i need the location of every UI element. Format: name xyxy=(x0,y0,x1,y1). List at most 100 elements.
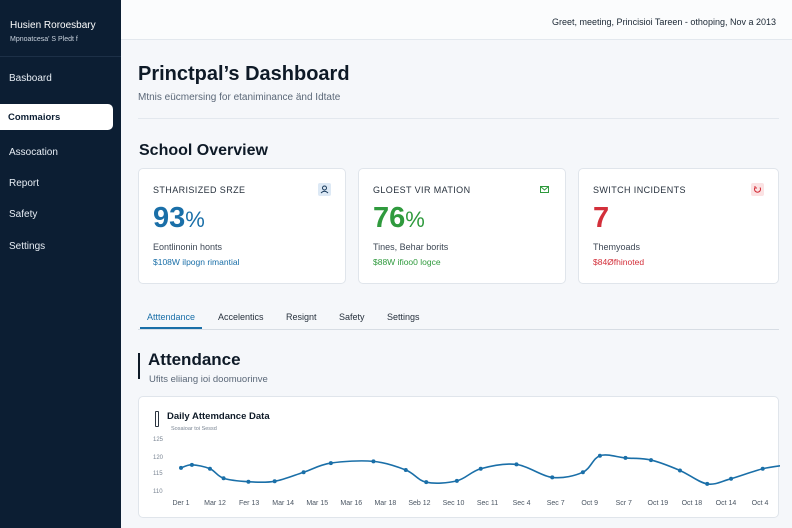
data-point[interactable] xyxy=(550,475,555,480)
data-point[interactable] xyxy=(403,468,408,473)
page-title: Princtpal’s Dashboard xyxy=(138,63,350,85)
header-divider xyxy=(138,118,779,119)
attendance-title: Attendance xyxy=(148,350,241,369)
sidebar-item-communications[interactable]: Commaiors xyxy=(0,104,113,130)
data-point[interactable] xyxy=(328,461,333,466)
data-point[interactable] xyxy=(301,470,306,475)
x-tick-label: Mar 15 xyxy=(306,500,328,507)
x-tick-label: Sec 11 xyxy=(477,500,498,507)
card-value-number: 76 xyxy=(373,202,406,234)
brand-name: Husien Roroesbary xyxy=(10,20,96,31)
data-point[interactable] xyxy=(207,466,212,471)
tab-attendance[interactable]: Atttendance xyxy=(147,312,196,322)
metric-card-standardized: STHARISIZED SRZE 93% Eontlinonin honts $… xyxy=(138,168,346,284)
tab-academics[interactable]: Accelentics xyxy=(218,312,264,322)
card-value: 7 xyxy=(593,202,609,235)
chart-subtitle: Sosaioar toi Sessd xyxy=(171,426,217,432)
attendance-line-chart: 125 120 115 110 Der 1 Mar 12 Fer 13 Mar 14 Mar 1… xyxy=(153,437,780,507)
x-tick-label: Mar 14 xyxy=(272,500,294,507)
sidebar-item-association[interactable]: Assocation xyxy=(9,147,58,158)
metric-card-information: GLOEST VIR MATION 76% Tines, Behar borit… xyxy=(358,168,566,284)
y-tick-label: 110 xyxy=(153,489,163,495)
data-point[interactable] xyxy=(514,462,519,467)
x-tick-label: Mar 16 xyxy=(340,500,362,507)
tab-safety[interactable]: Safety xyxy=(339,312,365,322)
card-value-unit: % xyxy=(185,207,205,232)
x-tick-label: Seb 12 xyxy=(408,500,430,507)
card-description: Eontlinonin honts xyxy=(153,242,223,252)
data-point[interactable] xyxy=(760,466,765,471)
x-tick-label: Sec 10 xyxy=(443,500,465,507)
card-value: 76% xyxy=(373,202,425,235)
chart-title: Daily Attemdance Data xyxy=(167,411,270,422)
page-subtitle: Mtnis eücmersing for etaniminance änd Id… xyxy=(138,92,341,103)
data-point[interactable] xyxy=(246,479,251,484)
data-point[interactable] xyxy=(371,459,376,464)
data-point[interactable] xyxy=(454,478,459,483)
data-point[interactable] xyxy=(649,458,654,463)
data-point[interactable] xyxy=(478,466,483,471)
topbar: Greet, meeting, Princisioi Tareen - otho… xyxy=(121,0,792,40)
tab-settings[interactable]: Settings xyxy=(387,312,420,322)
x-tick-label: Scr 7 xyxy=(616,500,632,507)
x-tick-label: Fer 13 xyxy=(239,500,259,507)
person-icon xyxy=(318,183,331,196)
chart-marker-icon xyxy=(155,411,159,427)
active-tab-indicator xyxy=(140,327,202,329)
data-point[interactable] xyxy=(623,455,628,460)
x-tick-label: Mar 12 xyxy=(204,500,226,507)
attendance-chart-card: Daily Attemdance Data Sosaioar toi Sessd… xyxy=(138,396,780,518)
sidebar-item-report[interactable]: Report xyxy=(9,178,40,189)
data-point[interactable] xyxy=(424,480,429,485)
data-point[interactable] xyxy=(221,476,226,481)
card-label: SWITCH INCIDENTS xyxy=(593,185,686,195)
y-tick-label: 120 xyxy=(153,455,164,461)
greeting-text: Greet, meeting, Princisioi Tareen - otho… xyxy=(552,17,776,27)
tab-resignt[interactable]: Resignt xyxy=(286,312,317,322)
section-accent-bar xyxy=(138,353,140,379)
y-tick-label: 125 xyxy=(153,437,164,443)
x-tick-label: Der 1 xyxy=(172,500,189,507)
x-tick-label: Oct 18 xyxy=(682,500,703,507)
card-note: $88W ifioo0 logce xyxy=(373,257,441,267)
card-label: STHARISIZED SRZE xyxy=(153,185,246,195)
data-point[interactable] xyxy=(677,468,682,473)
data-point[interactable] xyxy=(705,481,710,486)
card-value-number: 93 xyxy=(153,202,186,234)
data-point[interactable] xyxy=(580,470,585,475)
x-tick-label: Mar 18 xyxy=(374,500,396,507)
card-note: $108W ilpogn rimantial xyxy=(153,257,240,267)
data-point[interactable] xyxy=(597,453,602,458)
x-tick-label: Oct 9 xyxy=(581,500,598,507)
x-tick-label: Oct 4 xyxy=(752,500,769,507)
series-line xyxy=(180,454,780,485)
data-point[interactable] xyxy=(179,465,183,470)
alert-icon xyxy=(751,183,764,196)
y-tick-label: 115 xyxy=(153,471,163,477)
x-tick-label: Oct 14 xyxy=(716,500,737,507)
brand: Husien Roroesbary Mpnoatcesa' S Pledt f xyxy=(0,0,121,57)
sidebar-item-dashboard[interactable]: Basboard xyxy=(9,73,52,84)
x-tick-label: Oct 19 xyxy=(648,500,669,507)
card-description: Themyoads xyxy=(593,242,641,252)
x-tick-label: Sec 4 xyxy=(513,500,531,507)
card-value: 93% xyxy=(153,202,205,235)
metric-card-incidents: SWITCH INCIDENTS 7 Themyoads $84Øfhinote… xyxy=(578,168,779,284)
sidebar-item-settings[interactable]: Settings xyxy=(9,241,46,252)
card-label: GLOEST VIR MATION xyxy=(373,185,471,195)
data-point[interactable] xyxy=(189,462,194,467)
brand-subtitle: Mpnoatcesa' S Pledt f xyxy=(10,36,78,43)
card-value-number: 7 xyxy=(593,202,610,234)
overview-title: School Overview xyxy=(139,142,268,159)
sidebar-item-safety[interactable]: Safety xyxy=(9,209,38,220)
card-value-unit: % xyxy=(405,207,425,232)
mail-icon xyxy=(538,183,551,196)
attendance-subtitle: Ufits eliiang ioi doomuorinve xyxy=(149,374,268,385)
card-note: $84Øfhinoted xyxy=(593,257,645,267)
sidebar: Husien Roroesbary Mpnoatcesa' S Pledt f … xyxy=(0,0,121,528)
x-tick-label: Sec 7 xyxy=(547,500,565,507)
data-point[interactable] xyxy=(272,479,277,484)
tab-bar: Atttendance Accelentics Resignt Safety S… xyxy=(138,300,779,330)
data-point[interactable] xyxy=(729,476,734,481)
card-description: Tines, Behar borits xyxy=(373,242,449,252)
